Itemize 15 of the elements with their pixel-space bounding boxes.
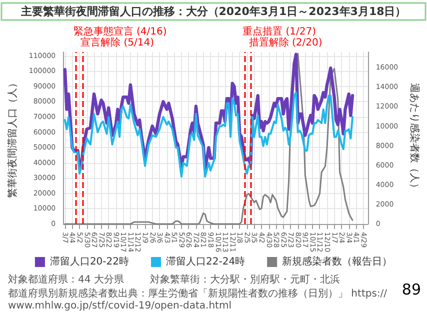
ref-line-label: 措置解除 (2/20): [248, 36, 322, 48]
legend-label: 滞留人口22-24時: [166, 256, 246, 268]
text: 89: [402, 280, 422, 298]
ref-line-label: 宣言解除 (5/14): [80, 36, 154, 48]
chart-title: 主要繁華街夜間滞留人口の推移：大分（2020年3月1日～2023年3月18日）: [20, 5, 406, 18]
text: 都道府県別新規感染者数出典：厚生労働省「新規陽性者数の推移（日別）」 https://www.mhlw.go.jp/stf/covid-19/open-data.html: [8, 288, 388, 312]
text: 対象繁華街：大分駅・別府駅・元町・北浜: [150, 274, 340, 286]
legend-label: 滞留人口20-22時: [50, 256, 130, 268]
legend-label: 新規感染者数（報告日）: [282, 256, 392, 268]
line-series: [64, 92, 354, 178]
ref-line-label: 重点措置 (1/27): [242, 26, 316, 38]
text: 対象都道府県：44 大分県: [8, 274, 124, 286]
y-axis-title: 繁華街夜間滞留人口（人）: [6, 78, 18, 198]
ref-line-label: 緊急事態宣言 (4/16): [73, 26, 167, 38]
y2-axis-title: 週あたり感染者数（人）: [408, 83, 420, 193]
